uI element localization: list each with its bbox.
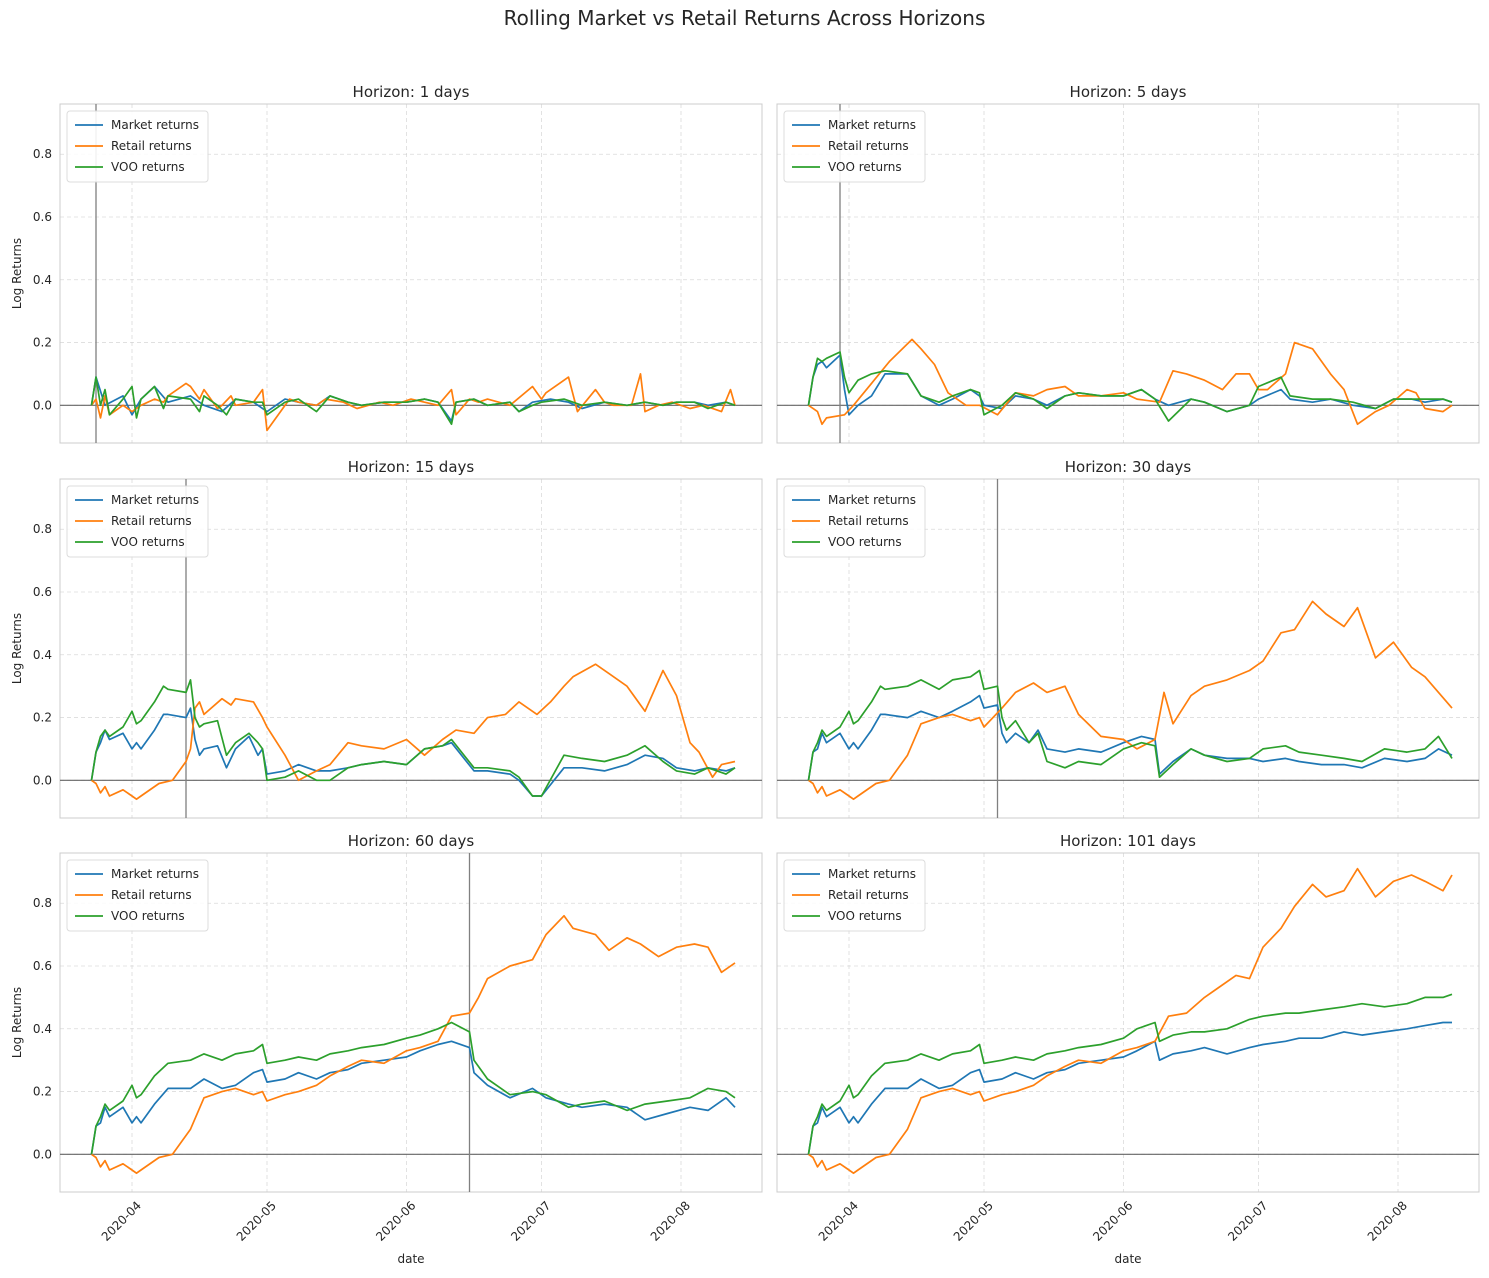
legend: Market returns Retail returns VOO returns xyxy=(66,110,209,183)
x-tick-label: 2020-07 xyxy=(508,1198,553,1243)
y-tick-label: 0.8 xyxy=(33,147,52,161)
subplot-1: Horizon: 1 days 0.0 0.2 0.4 0.6 0.8 Log Return… xyxy=(10,83,763,444)
x-tick-label: 2020-08 xyxy=(1365,1198,1410,1243)
subplot-title: Horizon: 5 days xyxy=(1070,83,1187,101)
legend-entry: Market returns xyxy=(828,867,916,881)
subplot-5: Horizon: 60 days 0.0 0.2 0.4 0.6 0.8 Log Retur… xyxy=(10,832,763,1266)
subplot-title: Horizon: 30 days xyxy=(1065,458,1192,476)
legend-entry: Market returns xyxy=(111,867,199,881)
figure-title: Rolling Market vs Retail Returns Across … xyxy=(503,6,986,30)
y-tick-label: 0.0 xyxy=(33,1147,52,1161)
voo-returns-line xyxy=(807,993,1453,1155)
legend-entry: VOO returns xyxy=(111,909,185,923)
market-returns-line xyxy=(807,1021,1452,1155)
subplot-2: Horizon: 5 days Market returns Retail retu… xyxy=(776,83,1480,444)
market-returns-line xyxy=(807,694,1453,781)
subplot-6: Horizon: 101 days 2020-04 2020-05 2020-06 20… xyxy=(776,832,1480,1266)
legend-entry: Retail returns xyxy=(111,514,192,528)
subplot-3: Horizon: 15 days 0.0 0.2 0.4 0.6 0.8 Log Retur… xyxy=(10,458,763,819)
x-tick-label: 2020-05 xyxy=(234,1198,279,1243)
x-tick-label: 2020-05 xyxy=(951,1198,996,1243)
subplot-title: Horizon: 1 days xyxy=(353,83,470,101)
voo-returns-line xyxy=(90,1021,736,1155)
x-axis-label: date xyxy=(1114,1252,1141,1266)
y-tick-label: 0.0 xyxy=(33,773,52,787)
y-tick-label: 0.2 xyxy=(33,1085,52,1099)
y-tick-label: 0.4 xyxy=(33,648,52,662)
legend: Market returns Retail returns VOO returns xyxy=(783,110,926,183)
legend-box xyxy=(66,859,209,932)
legend-entry: VOO returns xyxy=(828,160,902,174)
legend-box xyxy=(783,485,926,558)
legend-entry: Market returns xyxy=(111,118,199,132)
x-tick-label: 2020-06 xyxy=(373,1198,418,1243)
y-tick-label: 0.8 xyxy=(33,522,52,536)
y-tick-label: 0.6 xyxy=(33,585,52,599)
voo-returns-line xyxy=(807,669,1453,781)
x-axis-label: date xyxy=(397,1252,424,1266)
retail-returns-line xyxy=(91,663,736,801)
x-tick-label: 2020-04 xyxy=(816,1198,861,1243)
legend-box xyxy=(66,110,209,183)
voo-returns-line xyxy=(90,376,736,426)
voo-returns-line xyxy=(90,679,736,797)
legend: Market returns Retail returns VOO returns xyxy=(66,859,209,932)
legend-entry: Retail returns xyxy=(828,888,909,902)
legend-entry: VOO returns xyxy=(111,160,185,174)
y-tick-label: 0.2 xyxy=(33,336,52,350)
market-returns-line xyxy=(90,707,736,797)
y-tick-label: 0.8 xyxy=(33,896,52,910)
market-returns-line xyxy=(90,1040,736,1155)
y-axis-label: Log Returns xyxy=(10,238,24,309)
voo-returns-line xyxy=(807,351,1453,422)
legend-entry: Retail returns xyxy=(111,888,192,902)
retail-returns-line xyxy=(808,338,1453,426)
y-tick-label: 0.0 xyxy=(33,398,52,412)
legend-box xyxy=(783,859,926,932)
y-tick-label: 0.6 xyxy=(33,959,52,973)
legend-entry: Market returns xyxy=(111,493,199,507)
legend-box xyxy=(783,110,926,183)
y-axis-label: Log Returns xyxy=(10,613,24,684)
retail-returns-line xyxy=(808,600,1453,801)
y-tick-label: 0.4 xyxy=(33,1022,52,1036)
legend-entry: VOO returns xyxy=(111,535,185,549)
subplot-title: Horizon: 15 days xyxy=(348,458,475,476)
x-tick-label: 2020-07 xyxy=(1225,1198,1270,1243)
retail-returns-line xyxy=(91,914,736,1175)
legend: Market returns Retail returns VOO returns xyxy=(783,859,926,932)
y-tick-label: 0.4 xyxy=(33,273,52,287)
legend-box xyxy=(66,485,209,558)
legend-entry: Retail returns xyxy=(828,139,909,153)
retail-returns-line xyxy=(808,867,1453,1175)
subplot-title: Horizon: 60 days xyxy=(348,832,475,850)
x-tick-label: 2020-06 xyxy=(1090,1198,1135,1243)
legend-entry: Market returns xyxy=(828,493,916,507)
legend-entry: Retail returns xyxy=(828,514,909,528)
legend: Market returns Retail returns VOO returns xyxy=(66,485,209,558)
y-tick-label: 0.2 xyxy=(33,711,52,725)
legend-entry: VOO returns xyxy=(828,535,902,549)
legend: Market returns Retail returns VOO returns xyxy=(783,485,926,558)
y-tick-label: 0.6 xyxy=(33,210,52,224)
legend-entry: VOO returns xyxy=(828,909,902,923)
legend-entry: Market returns xyxy=(828,118,916,132)
legend-entry: Retail returns xyxy=(111,139,192,153)
subplot-title: Horizon: 101 days xyxy=(1060,832,1196,850)
x-tick-label: 2020-04 xyxy=(99,1198,144,1243)
y-axis-label: Log Returns xyxy=(10,987,24,1058)
x-tick-label: 2020-08 xyxy=(648,1198,693,1243)
subplot-4: Horizon: 30 days Market returns Retail ret… xyxy=(776,458,1480,819)
